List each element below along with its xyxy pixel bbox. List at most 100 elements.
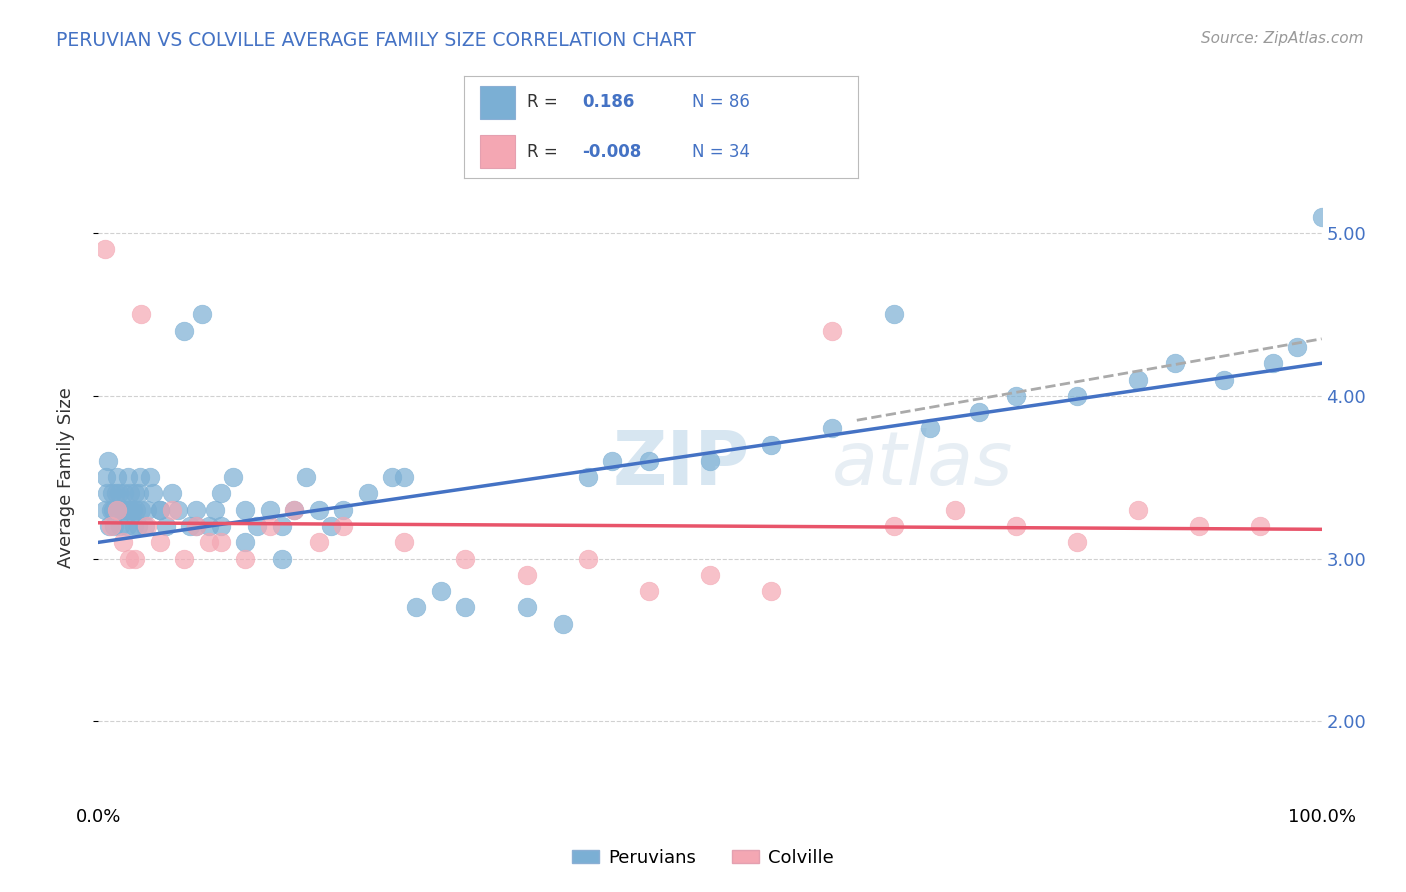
Point xyxy=(111,503,134,517)
Point xyxy=(283,503,305,517)
Point xyxy=(392,535,416,549)
Point xyxy=(454,600,477,615)
Point xyxy=(124,551,146,566)
Point xyxy=(104,486,127,500)
Point xyxy=(319,519,342,533)
Point xyxy=(114,503,136,517)
Point xyxy=(105,470,128,484)
Point xyxy=(129,470,152,484)
Text: -0.008: -0.008 xyxy=(582,143,641,161)
Point xyxy=(118,503,141,517)
Point xyxy=(332,519,354,533)
Point xyxy=(209,486,232,500)
Point xyxy=(308,503,330,517)
Text: N = 34: N = 34 xyxy=(692,143,751,161)
Point xyxy=(139,470,162,484)
Point xyxy=(186,503,208,517)
Point xyxy=(100,519,122,533)
Point xyxy=(1164,356,1187,370)
Point xyxy=(134,519,156,533)
Point xyxy=(179,519,201,533)
FancyBboxPatch shape xyxy=(479,87,515,119)
Point xyxy=(1066,389,1088,403)
Legend: Peruvians, Colville: Peruvians, Colville xyxy=(565,842,841,874)
Point xyxy=(233,551,256,566)
Point xyxy=(821,421,844,435)
Point xyxy=(129,503,152,517)
Point xyxy=(699,454,721,468)
Point xyxy=(111,503,134,517)
Point xyxy=(105,503,128,517)
Point xyxy=(111,535,134,549)
Point xyxy=(1066,535,1088,549)
Point xyxy=(638,454,661,468)
Point xyxy=(121,503,143,517)
Text: R =: R = xyxy=(527,143,558,161)
Point xyxy=(136,503,159,517)
Point xyxy=(149,535,172,549)
Point xyxy=(1310,210,1333,224)
Text: atlas: atlas xyxy=(832,428,1014,500)
Point xyxy=(883,519,905,533)
Text: R =: R = xyxy=(527,94,558,112)
Point xyxy=(197,519,219,533)
Point xyxy=(270,551,294,566)
Point xyxy=(553,616,575,631)
Point xyxy=(94,470,117,484)
Point xyxy=(1188,519,1211,533)
Point xyxy=(270,519,294,533)
Text: ZIP: ZIP xyxy=(612,427,749,500)
Point xyxy=(761,584,783,599)
Point xyxy=(1286,340,1309,354)
Y-axis label: Average Family Size: Average Family Size xyxy=(56,387,75,567)
Text: N = 86: N = 86 xyxy=(692,94,751,112)
Point xyxy=(103,519,125,533)
Point xyxy=(1004,519,1026,533)
Point xyxy=(308,535,330,549)
Point xyxy=(125,503,148,517)
Point xyxy=(115,519,138,533)
Point xyxy=(142,486,165,500)
Point xyxy=(356,486,378,500)
Point xyxy=(186,519,208,533)
Point xyxy=(93,242,115,257)
Point xyxy=(430,584,453,599)
Point xyxy=(155,519,177,533)
Point xyxy=(108,486,131,500)
Point xyxy=(124,486,146,500)
Point xyxy=(821,324,844,338)
Point xyxy=(233,535,256,549)
Point xyxy=(136,519,159,533)
Text: PERUVIAN VS COLVILLE AVERAGE FAMILY SIZE CORRELATION CHART: PERUVIAN VS COLVILLE AVERAGE FAMILY SIZE… xyxy=(56,31,696,50)
Point xyxy=(97,454,120,468)
Point xyxy=(920,421,942,435)
Point xyxy=(381,470,404,484)
Point xyxy=(167,503,190,517)
Point xyxy=(191,307,214,322)
Point xyxy=(1004,389,1026,403)
Point xyxy=(110,519,132,533)
Point xyxy=(98,519,121,533)
Point xyxy=(1261,356,1284,370)
Point xyxy=(392,470,416,484)
Point xyxy=(100,503,122,517)
Point xyxy=(259,503,281,517)
Point xyxy=(120,503,142,517)
Point xyxy=(101,503,124,517)
Point xyxy=(405,600,427,615)
Point xyxy=(1128,503,1150,517)
Point xyxy=(120,486,142,500)
Point xyxy=(112,486,135,500)
Point xyxy=(149,503,172,517)
Point xyxy=(576,470,599,484)
Point xyxy=(699,568,721,582)
Point xyxy=(127,519,149,533)
Point xyxy=(1212,373,1234,387)
FancyBboxPatch shape xyxy=(479,136,515,168)
Point xyxy=(638,584,661,599)
Point xyxy=(173,324,195,338)
Text: 0.186: 0.186 xyxy=(582,94,634,112)
Point xyxy=(1128,373,1150,387)
Point xyxy=(233,503,256,517)
Point xyxy=(197,535,219,549)
